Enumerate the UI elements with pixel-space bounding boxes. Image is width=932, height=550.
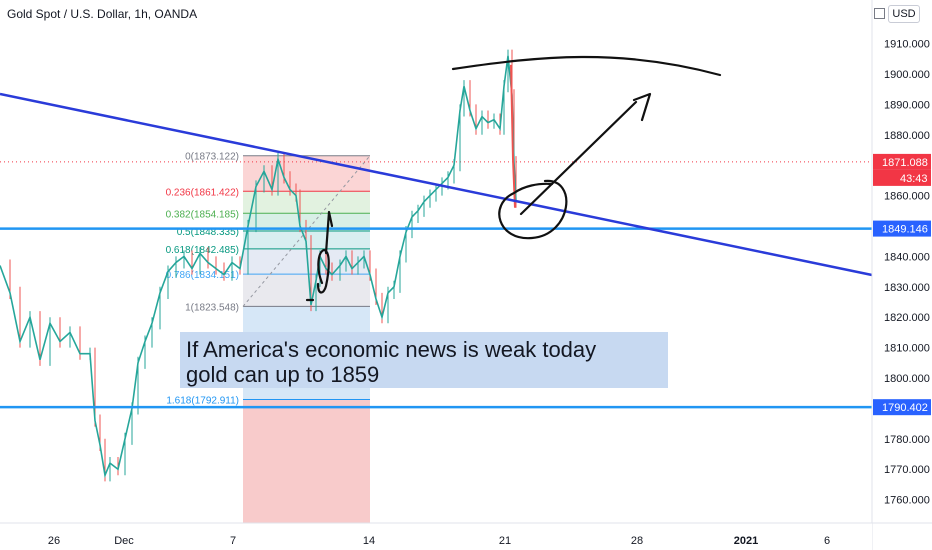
annotation-line-2: gold can up to 1859 <box>186 362 379 387</box>
trendline[interactable] <box>0 92 873 277</box>
drawing-hook <box>324 210 334 255</box>
y-tick-label: 1760.000 <box>884 495 930 507</box>
x-tick-label: 6 <box>824 535 830 547</box>
drawing-loop <box>316 248 330 294</box>
fib-label-0.618: 0.618(1842.485) <box>166 245 239 256</box>
fib-label-0.382: 0.382(1854.185) <box>166 209 239 220</box>
countdown-text: 43:43 <box>900 173 928 185</box>
fib-label-0.236: 0.236(1861.422) <box>166 187 239 198</box>
y-tick-label: 1830.000 <box>884 282 930 294</box>
drawing-arrow-line <box>519 100 638 216</box>
y-tick-label: 1860.000 <box>884 191 930 203</box>
countdown-box <box>873 169 931 186</box>
chart-title: Gold Spot / U.S. Dollar, 1h, OANDA <box>7 7 198 21</box>
price-label-box-1 <box>873 153 931 170</box>
currency-badge[interactable]: USD <box>888 5 920 23</box>
price-label-box-3 <box>873 399 931 416</box>
fib-zone-0.236 <box>243 191 370 214</box>
y-tick-label: 1900.000 <box>884 69 930 81</box>
x-tick-label: 2021 <box>734 535 758 547</box>
fib-label-0.786: 0.786(1834.151) <box>166 270 239 281</box>
annotation-box <box>180 332 668 388</box>
x-tick-label: 14 <box>363 535 375 547</box>
fib-label-0.5: 0.5(1848.335) <box>177 227 239 238</box>
y-tick-label: 1840.000 <box>884 251 930 263</box>
y-tick-label: 1910.000 <box>884 39 930 51</box>
price-label-box-2 <box>873 220 931 237</box>
price-label-text-1: 1871.088 <box>882 157 928 169</box>
y-tick-label: 1820.000 <box>884 312 930 324</box>
time-axis-corner <box>874 532 932 550</box>
fib-label-1.618: 1.618(1792.911) <box>166 396 239 407</box>
x-tick-label: 7 <box>230 535 236 547</box>
x-tick-label: 26 <box>48 535 60 547</box>
fib-label-1: 1(1823.548) <box>185 302 239 313</box>
axis-settings-icon[interactable] <box>874 8 885 19</box>
price-series-line <box>0 55 517 479</box>
drawing-arrowhead <box>632 92 652 122</box>
fib-zone-lower <box>243 399 370 523</box>
drawing-circle <box>498 179 568 240</box>
drawing-arc <box>451 55 722 77</box>
price-axis-background <box>872 0 932 550</box>
fib-zone-0.786 <box>243 274 370 307</box>
y-tick-label: 1810.000 <box>884 343 930 355</box>
price-label-text-3: 1790.402 <box>882 402 928 414</box>
price-label-text-2: 1849.146 <box>882 224 928 236</box>
fib-label-0: 0(1873.122) <box>185 152 239 163</box>
y-tick-label: 1770.000 <box>884 464 930 476</box>
time-axis-background <box>0 523 872 550</box>
y-tick-label: 1890.000 <box>884 99 930 111</box>
x-tick-label: 21 <box>499 535 511 547</box>
annotation-line-1: If America's economic news is weak today <box>186 337 596 362</box>
x-tick-label: 28 <box>631 535 643 547</box>
y-tick-label: 1780.000 <box>884 434 930 446</box>
x-tick-label: Dec <box>114 535 134 547</box>
y-tick-label: 1800.000 <box>884 373 930 385</box>
y-tick-label: 1880.000 <box>884 130 930 142</box>
